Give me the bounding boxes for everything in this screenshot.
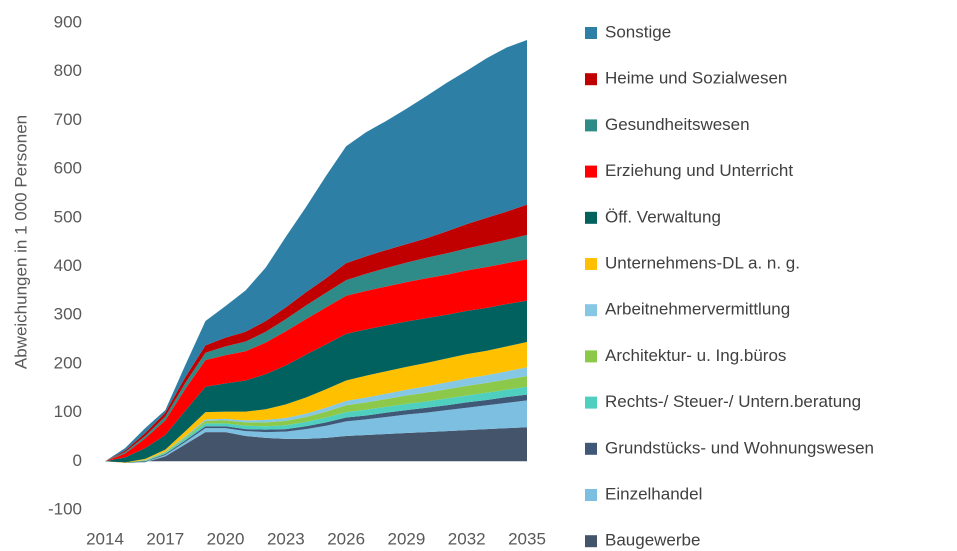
x-tick-label: 2020 <box>207 529 245 548</box>
legend-label: Baugewerbe <box>605 531 700 550</box>
y-tick-label: 300 <box>54 305 82 324</box>
legend-swatch <box>585 442 597 455</box>
y-tick-label: -100 <box>48 499 82 518</box>
x-tick-label: 2014 <box>86 529 124 548</box>
area <box>105 386 527 463</box>
legend-swatch <box>585 27 597 39</box>
y-tick-label: 700 <box>54 110 82 129</box>
y-tick-label: 600 <box>54 159 82 178</box>
y-tick-label: 100 <box>54 402 82 421</box>
legend-label: Erziehung und Unterricht <box>605 161 793 180</box>
x-tick-label: 2026 <box>327 529 365 548</box>
y-tick-label: 900 <box>54 12 82 31</box>
y-tick-label: 200 <box>54 353 82 372</box>
x-tick-label: 2029 <box>388 529 426 548</box>
x-tick-label: 2032 <box>448 529 486 548</box>
legend-swatch <box>585 350 597 363</box>
area <box>105 204 527 462</box>
x-tick-label: 2023 <box>267 529 305 548</box>
area <box>105 427 527 463</box>
legend-swatch <box>585 489 597 501</box>
area <box>105 376 527 463</box>
legend-label: Grundstücks- und Wohnungswesen <box>605 438 874 457</box>
legend-label: Rechts-/ Steuer-/ Untern.beratung <box>605 392 861 411</box>
legend-label: Unternehmens-DL a. n. g. <box>605 253 800 272</box>
y-tick-label: 400 <box>54 256 82 275</box>
legend-swatch <box>585 73 597 86</box>
legend-label: Arbeitnehmervermittlung <box>605 300 790 319</box>
legend-swatch <box>585 258 597 270</box>
area <box>105 400 527 463</box>
y-tick-label: 800 <box>54 61 82 80</box>
area <box>105 234 527 462</box>
legend-swatch <box>585 211 597 224</box>
legend-label: Einzelhandel <box>605 484 702 503</box>
legend-label: Sonstige <box>605 22 671 41</box>
area <box>105 394 527 463</box>
legend-swatch <box>585 396 597 409</box>
legend-swatch <box>585 165 597 178</box>
y-tick-label: 0 <box>73 451 82 470</box>
x-tick-label: 2035 <box>508 529 546 548</box>
legend-swatch <box>585 304 597 317</box>
y-tick-label: 500 <box>54 207 82 226</box>
area <box>105 40 527 462</box>
legend-label: Heime und Sozialwesen <box>605 69 787 88</box>
y-axis-label: Abweichungen in 1 000 Personen <box>11 115 30 369</box>
area <box>105 367 527 463</box>
x-tick-label: 2017 <box>146 529 184 548</box>
legend-label: Gesundheitswesen <box>605 115 750 134</box>
legend-swatch <box>585 119 597 132</box>
area <box>105 259 527 462</box>
area <box>105 341 527 463</box>
legend-label: Architektur- u. Ing.büros <box>605 346 786 365</box>
area <box>105 300 527 463</box>
legend-label: Öff. Verwaltung <box>605 207 721 226</box>
legend-swatch <box>585 535 597 548</box>
